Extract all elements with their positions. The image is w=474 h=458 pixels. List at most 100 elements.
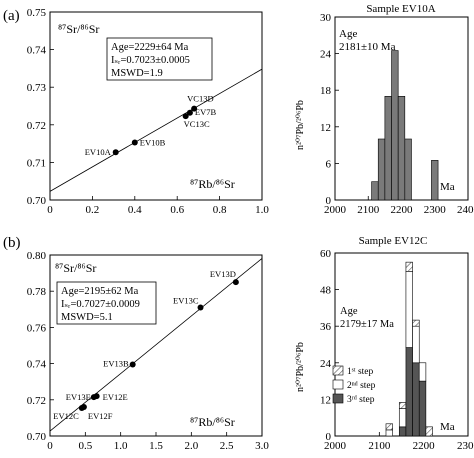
panel-a-hist-y-tick-label: 24 xyxy=(320,49,332,61)
panel-a-plot-frame xyxy=(49,11,263,201)
panel-a-hist-bar xyxy=(377,138,386,201)
panel-b-x-tick-label: 2.5 xyxy=(220,440,234,452)
panel-b-hist-title: Sample EV12C xyxy=(359,235,428,247)
panel-a-result-box xyxy=(106,37,213,81)
panel-b-point-ev12f xyxy=(80,404,87,411)
panel-b-y-tick-label: 0.80 xyxy=(27,250,47,262)
panel-b-hist-bar-first-step xyxy=(405,261,413,272)
panel-b-histogram: Sample EV12C 2000 2100 2200 2300 0 12 24 36 48 60… xyxy=(295,235,474,452)
legend-label-first-step: 1ˢᵗ step xyxy=(347,367,374,377)
panel-b-hist-y-tick-label: 36 xyxy=(320,321,332,333)
panel-b-y-tick-label: 0.76 xyxy=(27,322,47,334)
panel-b-x-label: ⁸⁷Rb/⁸⁶Sr xyxy=(190,415,235,429)
panel-a-x-tick-label: 0.4 xyxy=(128,204,142,216)
panel-b-isochron: (b) 0 0.5 1.0 1.5 2.0 2.5 3.0 0.70 0.72 0.74 0.76 0… xyxy=(3,235,269,452)
panel-b-hist-bar-third-step xyxy=(418,380,427,437)
legend-label-second-step: 2ⁿᵈ step xyxy=(347,381,376,391)
panel-b-point-label-ev12e: EV12E xyxy=(103,392,128,402)
legend-swatch-second-step xyxy=(332,379,344,390)
panel-b-hist-x-tick-label: 2300 xyxy=(457,440,474,452)
panel-b-isr-text: Iₛᵣ=0.7027±0.0009 xyxy=(61,299,140,310)
panel-b-point-ev13b xyxy=(129,361,136,368)
panel-b-isochron-line xyxy=(49,258,263,432)
panel-b-hist-x-tick-label: 2100 xyxy=(368,440,391,452)
panel-a-age-text: Age=2229±64 Ma xyxy=(111,42,189,53)
panel-a-hist-x-tick-label: 2200 xyxy=(391,204,414,216)
panel-a-hist-y-label: n²⁰⁷Pb/²⁰⁶Pb xyxy=(295,100,306,150)
panel-b-hist-y-tick-label: 60 xyxy=(320,248,332,260)
panel-a-hist-bar xyxy=(431,160,439,201)
panel-a-isr-text: Iₛᵣ=0.7023±0.0005 xyxy=(111,55,190,66)
panel-b-point-ev13d xyxy=(232,279,239,286)
panel-a-x-tick-label: 0.8 xyxy=(213,204,227,216)
panel-a-x-label: ⁸⁷Rb/⁸⁶Sr xyxy=(190,177,235,191)
panel-a-hist-bar xyxy=(384,96,392,201)
panel-b-legend: 1ˢᵗ step 2ⁿᵈ step 3ʳᵈ step xyxy=(332,365,376,405)
panel-b-x-tick-label: 2.0 xyxy=(184,440,198,452)
panel-b-point-label-ev13b: EV13B xyxy=(103,359,129,369)
panel-b-hist-x-tick-label: 2200 xyxy=(413,440,436,452)
panel-b-hist-bar-first-step xyxy=(412,319,420,327)
panel-a-y-tick-label: 0.75 xyxy=(27,7,47,19)
panel-a-label: (a) xyxy=(3,8,20,24)
panel-a-hist-x-tick-label: 2100 xyxy=(357,204,380,216)
panel-b-y-label: ⁸⁷Sr/⁸⁶Sr xyxy=(55,261,96,275)
panel-a-point-ev7b xyxy=(186,109,193,116)
panel-b-x-tick-label: 0.5 xyxy=(78,440,92,452)
panel-b-x-tick-label: 3.0 xyxy=(255,440,269,452)
panel-b-label: (b) xyxy=(3,235,21,251)
panel-b-mswd-text: MSWD=5.1 xyxy=(61,312,113,323)
panel-a-hist-title: Sample EV10A xyxy=(366,3,435,15)
panel-a-isochron: (a) 0 0.2 0.4 0.6 0.8 1.0 0.70 0.71 0.72 0.73 0.74… xyxy=(3,7,269,216)
panel-b-hist-bar-third-step xyxy=(405,347,413,437)
panel-b-point-label-ev12c: EV12C xyxy=(53,411,79,421)
panel-a-hist-y-tick-label: 30 xyxy=(320,12,332,24)
panel-a-y-tick-label: 0.73 xyxy=(27,82,47,94)
panel-a-hist-bar xyxy=(391,50,399,201)
panel-a-x-tick-label: 0 xyxy=(47,204,53,216)
panel-b-y-tick-label: 0.70 xyxy=(27,431,47,443)
panel-b-result-box xyxy=(56,281,157,325)
panel-a-mswd-text: MSWD=1.9 xyxy=(111,68,163,79)
panel-b-age-text: Age=2195±62 Ma xyxy=(61,286,139,297)
panel-b-x-tick-label: 1.0 xyxy=(114,440,128,452)
panel-b-hist-age-label: Age xyxy=(340,306,358,317)
panel-b-hist-bar-second-step xyxy=(405,270,413,348)
panel-b-y-tick-label: 0.74 xyxy=(27,359,47,371)
panel-b-point-label-ev13d: EV13D xyxy=(210,269,236,279)
panel-a-point-label-vc13d: VC13D xyxy=(187,94,213,104)
panel-b-hist-y-tick-label: 12 xyxy=(320,394,331,406)
panel-a-point-label-ev7b: EV7B xyxy=(195,107,217,117)
panel-a-point-label-vc13c: VC13C xyxy=(184,119,210,129)
panel-a-y-tick-label: 0.72 xyxy=(27,120,46,132)
panel-a-y-tick-label: 0.71 xyxy=(27,157,46,169)
panel-b-hist-x-label: Ma xyxy=(440,421,455,433)
panel-a-point-ev10a xyxy=(112,149,119,156)
panel-b-x-tick-label: 1.5 xyxy=(149,440,163,452)
panel-a-hist-y-tick-label: 6 xyxy=(326,158,332,170)
panel-a-point-ev10b xyxy=(131,139,138,146)
panel-a-point-label-ev10b: EV10B xyxy=(140,137,166,147)
legend-label-third-step: 3ʳᵈ step xyxy=(347,395,375,405)
legend-swatch-third-step xyxy=(332,393,344,404)
panel-a-point-label-ev10a: EV10A xyxy=(85,147,112,157)
panel-b-hist-bar-third-step xyxy=(398,426,407,437)
panel-b-hist-y-label: n²⁰⁷Pb/²⁰⁶Pb xyxy=(295,342,306,392)
panel-b-hist-bar-third-step xyxy=(412,362,420,437)
panel-b-x-tick-label: 0 xyxy=(47,440,53,452)
panel-a-hist-y-tick-label: 0 xyxy=(326,195,332,207)
panel-b-point-ev13c xyxy=(197,304,204,311)
panel-b-point-label-ev12f: EV12F xyxy=(88,411,113,421)
panel-b-hist-age-value: 2179±17 Ma xyxy=(340,319,394,330)
panel-a-hist-x-label: Ma xyxy=(440,181,455,193)
panel-a-y-label: ⁸⁷Sr/⁸⁶Sr xyxy=(58,22,99,36)
panel-a-y-tick-label: 0.74 xyxy=(27,45,47,57)
panel-b-hist-bar-second-step xyxy=(385,429,393,437)
panel-b-point-label-ev13e: EV13E xyxy=(66,392,91,402)
panel-a-hist-x-tick-label: 2300 xyxy=(424,204,447,216)
panel-a-point-vc13c xyxy=(182,113,189,120)
panel-b-y-tick-label: 0.72 xyxy=(27,395,46,407)
panel-a-hist-age-value: 2181±10 Ma xyxy=(339,41,396,53)
panel-b-hist-bar-first-step xyxy=(425,426,433,437)
